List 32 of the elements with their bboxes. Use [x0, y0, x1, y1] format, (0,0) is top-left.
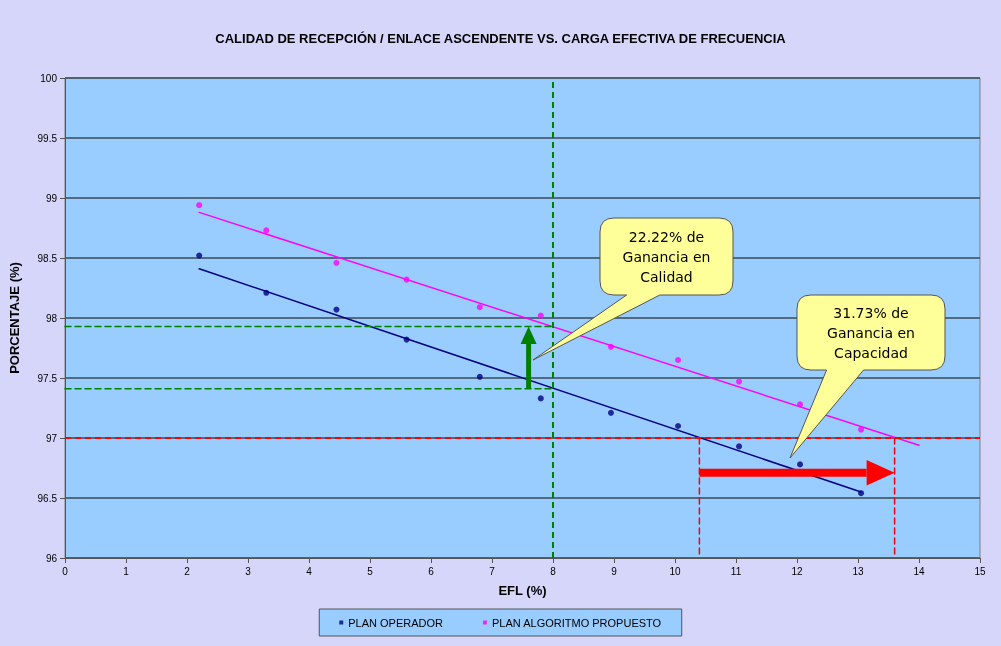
y-tick-label: 99.5 [37, 132, 58, 144]
x-tick-label: 13 [852, 565, 864, 577]
y-tick-label: 98 [45, 312, 58, 324]
legend-label: PLAN OPERADOR [348, 616, 444, 629]
y-tick-label: 96.5 [37, 492, 58, 504]
x-tick-label: 1 [123, 565, 130, 577]
x-tick-label: 6 [428, 565, 435, 577]
x-tick-label: 9 [611, 565, 618, 577]
y-tick-label: 97 [45, 432, 58, 444]
x-tick-label: 8 [550, 565, 557, 577]
annotation: 22.22% de Ganancia en Calidad [622, 228, 711, 285]
y-tick-label: 98.5 [37, 252, 58, 264]
y-axis-title: PORCENTAJE (%) [7, 262, 22, 374]
legend-label: PLAN ALGORITMO PROPUESTO [492, 616, 662, 629]
x-axis-title: EFL (%) [498, 583, 547, 598]
y-tick-label: 99 [45, 192, 58, 204]
y-tick-label: 97.5 [37, 372, 58, 384]
x-tick-label: 4 [306, 565, 313, 577]
x-tick-label: 0 [62, 565, 69, 577]
x-tick-label: 14 [913, 565, 925, 577]
x-tick-label: 15 [974, 565, 986, 577]
x-tick-label: 5 [367, 565, 374, 577]
x-tick-label: 7 [489, 565, 496, 577]
x-tick-label: 11 [730, 565, 742, 577]
x-tick-label: 3 [245, 565, 252, 577]
annotation: 31.73% de Ganancia en Capacidad [827, 304, 915, 361]
y-tick-label: 96 [45, 552, 58, 564]
x-tick-label: 2 [184, 565, 191, 577]
y-tick-label: 100 [40, 72, 58, 84]
chart-title: CALIDAD DE RECEPCIÓN / ENLACE ASCENDENTE VS. CARGA EFECTIVA DE FRECUENCIA [215, 31, 787, 46]
x-tick-label: 10 [669, 565, 681, 577]
x-tick-label: 12 [791, 565, 803, 577]
